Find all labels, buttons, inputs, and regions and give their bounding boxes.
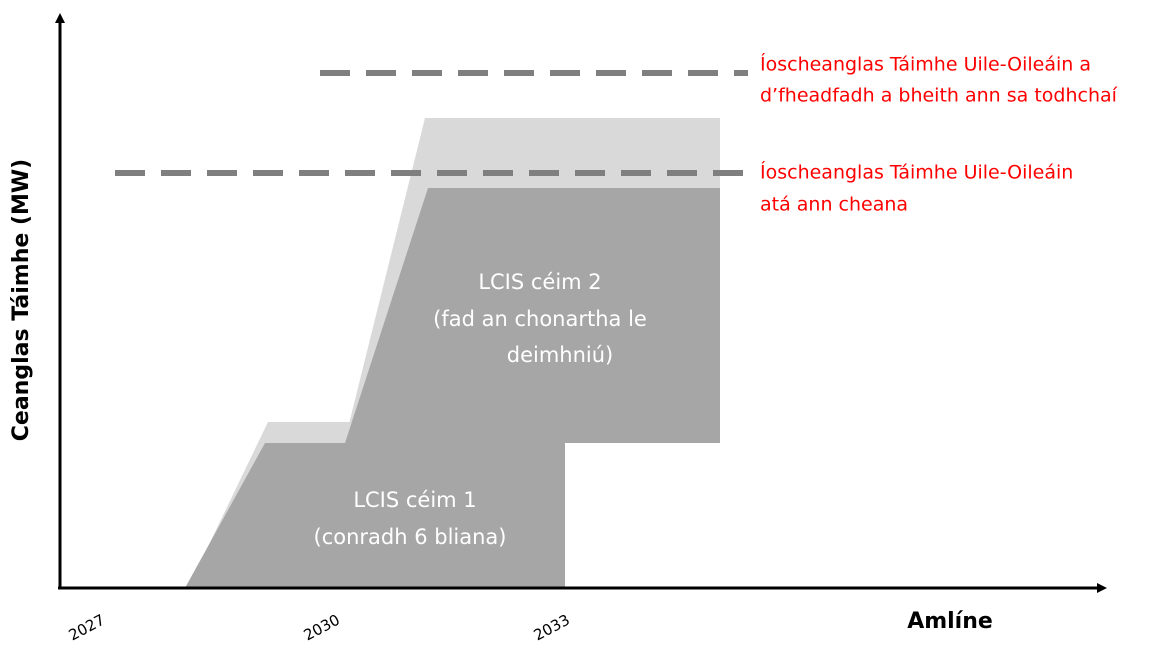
x-tick-label: 2027 — [66, 611, 108, 644]
phase-1-block — [185, 443, 565, 588]
x-axis-label: Amlíne — [907, 609, 993, 634]
phase-label: LCIS céim 2 — [478, 270, 601, 294]
x-tick-label: 2030 — [301, 611, 343, 644]
annotation: Íoscheanglas Táimhe Uile-Oileáin — [760, 161, 1073, 184]
phase-label: deimhniú) — [507, 343, 614, 367]
phase-label: (fad an chonartha le — [433, 307, 647, 331]
annotation: d’fheadfadh a bheith ann sa todhchaí — [760, 85, 1118, 107]
phase-2-block — [345, 188, 720, 443]
annotation: atá ann cheana — [760, 194, 908, 216]
y-axis-label: Ceanglas Táimhe (MW) — [9, 159, 34, 441]
phase-label: LCIS céim 1 — [353, 488, 476, 512]
phase-label: (conradh 6 bliana) — [314, 525, 507, 549]
annotation: Íoscheanglas Táimhe Uile-Oileáin a — [760, 53, 1091, 76]
x-tick-label: 2033 — [531, 611, 573, 644]
